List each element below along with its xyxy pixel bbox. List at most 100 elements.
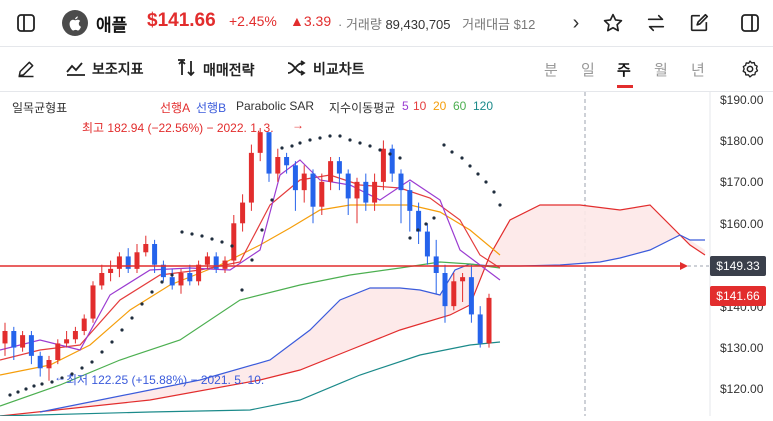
candle-body xyxy=(125,256,131,269)
ma10-line xyxy=(0,174,501,361)
legend-ma120: 120 xyxy=(473,99,494,113)
candle-body xyxy=(20,335,26,348)
candle-body xyxy=(108,268,114,273)
candle-body xyxy=(336,161,342,174)
sar-dot xyxy=(432,216,436,220)
strategy-icon xyxy=(177,59,197,80)
candle-body xyxy=(152,244,158,265)
candle-body xyxy=(204,256,210,265)
indicator-icon xyxy=(66,60,86,79)
sar-dot xyxy=(180,230,184,234)
candle-body xyxy=(248,152,254,203)
sar-dot xyxy=(130,316,134,320)
candle-body xyxy=(328,161,334,182)
y-tick-130: $130.00 xyxy=(720,341,764,355)
sar-dot xyxy=(100,350,104,354)
swap-icon[interactable] xyxy=(643,11,669,35)
sidebar-left-icon[interactable] xyxy=(14,11,38,35)
candle-body xyxy=(275,157,281,174)
sar-dot xyxy=(220,240,224,244)
top-bar: 애플 $141.66 +2.45% ▲3.39 · 거래량 89,430,705… xyxy=(0,0,773,47)
ichimoku-cloud xyxy=(0,205,705,416)
candle-body xyxy=(240,202,246,224)
parabolic-sar-dots xyxy=(8,134,502,397)
turnover-label: 거래대금 $12 xyxy=(462,17,536,32)
current-price-tag: $141.66 xyxy=(710,286,766,306)
sar-dot xyxy=(80,366,84,370)
candle-body xyxy=(37,355,43,369)
y-tick-170: $170.00 xyxy=(720,175,764,189)
ma120-line xyxy=(0,341,501,417)
sar-dot xyxy=(318,136,322,140)
trading-stats: · 거래량 89,430,705 거래대금 $12 xyxy=(338,14,535,33)
period-minute[interactable]: 분 xyxy=(544,62,558,79)
sar-dot xyxy=(398,156,402,160)
period-year[interactable]: 년 xyxy=(691,62,705,79)
candle-body xyxy=(407,190,413,211)
candle-body xyxy=(354,181,360,199)
sar-dot xyxy=(120,328,124,332)
sar-dot xyxy=(210,237,214,241)
legend-sar: Parabolic SAR xyxy=(236,99,315,113)
indicator-button[interactable]: 보조지표 xyxy=(66,59,144,79)
candle-body xyxy=(363,181,369,203)
legend-ma10: 10 xyxy=(413,99,427,113)
span-a-line xyxy=(0,204,706,417)
candle-body xyxy=(486,297,492,344)
candle-body xyxy=(372,181,378,203)
candle-body xyxy=(231,223,237,261)
sar-dot xyxy=(8,393,12,397)
crosshair-price-tag: $149.33 xyxy=(710,256,766,276)
period-day[interactable]: 일 xyxy=(581,62,595,79)
sar-dot xyxy=(200,234,204,238)
active-period-underline xyxy=(617,85,633,88)
sar-dot xyxy=(388,152,392,156)
candle-body xyxy=(160,264,166,278)
sidebar-right-icon[interactable] xyxy=(738,11,762,35)
candle-body xyxy=(222,260,228,269)
gear-icon[interactable] xyxy=(738,57,762,81)
compare-label: 비교차트 xyxy=(313,61,365,77)
star-icon[interactable] xyxy=(600,11,626,35)
candle-body xyxy=(389,148,395,174)
candle-body xyxy=(99,273,105,286)
candle-body xyxy=(460,277,466,282)
candle-body xyxy=(310,173,316,207)
sar-dot xyxy=(476,172,480,176)
y-tick-190: $190.00 xyxy=(720,93,764,107)
price-level-arrow xyxy=(680,262,688,270)
candle-body xyxy=(28,335,34,356)
high-annotation: 최고 182.94 (−22.56%) − 2022. 1. 3. xyxy=(82,121,274,135)
pencil-icon[interactable] xyxy=(14,57,38,81)
strategy-button[interactable]: 매매전략 xyxy=(177,59,255,80)
sar-dot xyxy=(408,236,412,240)
price-chart[interactable] xyxy=(0,92,773,417)
compare-button[interactable]: 비교차트 xyxy=(287,59,365,79)
sar-dot xyxy=(160,280,164,284)
candle-body xyxy=(116,256,122,269)
ma60-line xyxy=(0,261,501,407)
strategy-label: 매매전략 xyxy=(203,61,255,78)
compare-icon xyxy=(287,59,307,79)
price-chart-svg[interactable] xyxy=(0,92,773,417)
low-annotation: 최저 122.25 (+15.88%) − 2021. 5. 10. xyxy=(66,373,265,387)
edit-icon[interactable] xyxy=(686,11,712,35)
candle-body xyxy=(416,210,422,232)
candle-body xyxy=(90,285,96,319)
candlesticks xyxy=(2,128,492,381)
candle-body xyxy=(81,318,87,331)
sar-dot xyxy=(468,164,472,168)
sar-dot xyxy=(460,156,464,160)
candle-body xyxy=(319,181,325,207)
sar-dot xyxy=(170,273,174,277)
ma5-line xyxy=(0,159,501,351)
stock-name: 애플 xyxy=(96,16,128,35)
sar-dot xyxy=(416,228,420,232)
period-week[interactable]: 주 xyxy=(617,62,631,79)
candle-body xyxy=(2,331,8,344)
more-arrow-button[interactable]: › xyxy=(572,11,580,34)
sar-dot xyxy=(492,190,496,194)
sar-dot xyxy=(140,302,144,306)
period-month[interactable]: 월 xyxy=(654,62,668,79)
candle-body xyxy=(380,148,386,182)
